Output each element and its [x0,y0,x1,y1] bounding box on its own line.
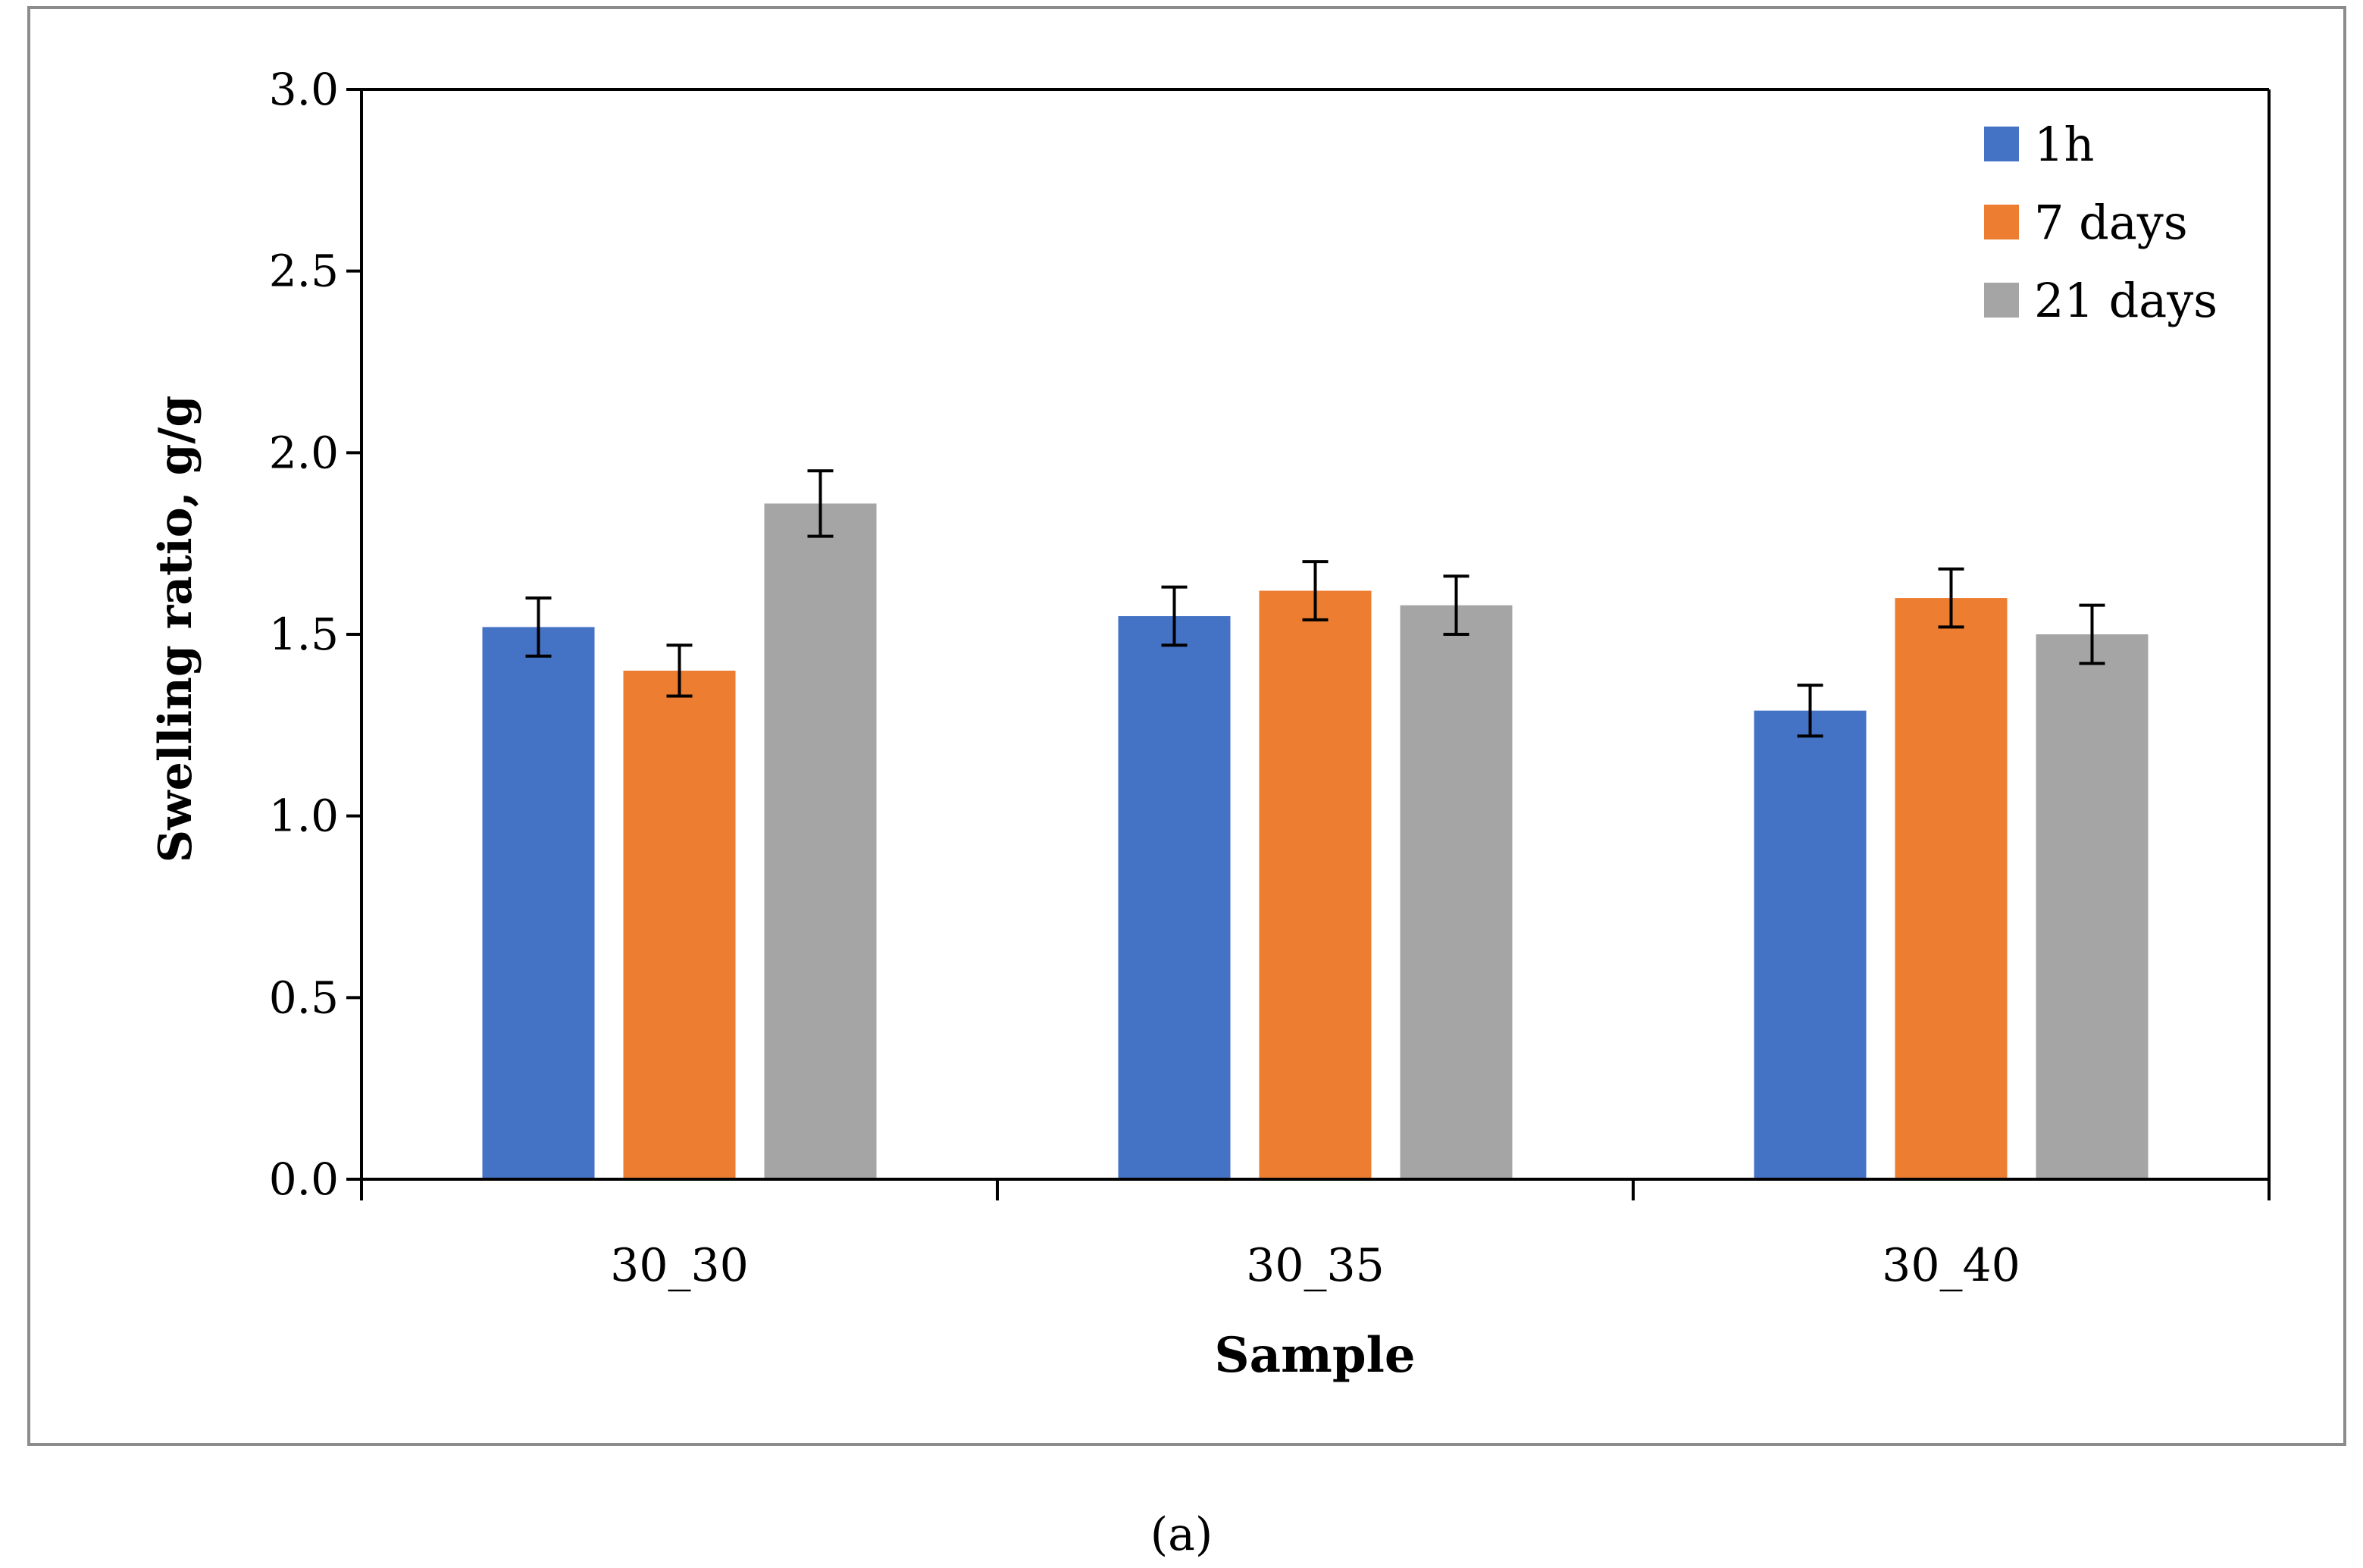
legend-swatch [1984,205,2019,239]
bar [1259,590,1372,1179]
bar [1400,605,1513,1179]
x-tick-label: 30_30 [610,1239,749,1292]
y-tick-label: 0.5 [269,972,339,1023]
legend-swatch [1984,127,2019,161]
y-tick-label: 1.5 [269,609,339,660]
plot-area: 0.0 0.5 1.0 1.5 2.0 2.5 3.0 30_30 30_35 30_40 1h 7 … [269,64,2271,1292]
x-axis-label: Sample [1214,1327,1415,1384]
bar [1754,710,1867,1179]
bar [482,627,595,1179]
y-tick-label: 0.0 [269,1153,339,1205]
y-tick-label: 2.0 [269,427,339,478]
legend-swatch [1984,283,2019,318]
x-tick-label: 30_35 [1246,1239,1385,1292]
y-tick-label: 1.0 [269,790,339,842]
bar [623,670,736,1179]
legend-label: 1h [2034,117,2094,172]
legend: 1h 7 days 21 days [1984,117,2217,328]
x-tick-label: 30_40 [1882,1239,2020,1292]
bar [2036,634,2149,1179]
bar [1895,598,2008,1179]
y-tick-label: 3.0 [269,64,339,115]
y-axis-label: Swelling ratio, g/g [149,396,202,863]
figure-caption: (a) [1150,1508,1213,1561]
bar [1118,616,1231,1179]
legend-label: 21 days [2034,273,2217,328]
legend-label: 7 days [2034,195,2188,250]
bar [764,503,877,1179]
y-tick-label: 2.5 [269,246,339,297]
